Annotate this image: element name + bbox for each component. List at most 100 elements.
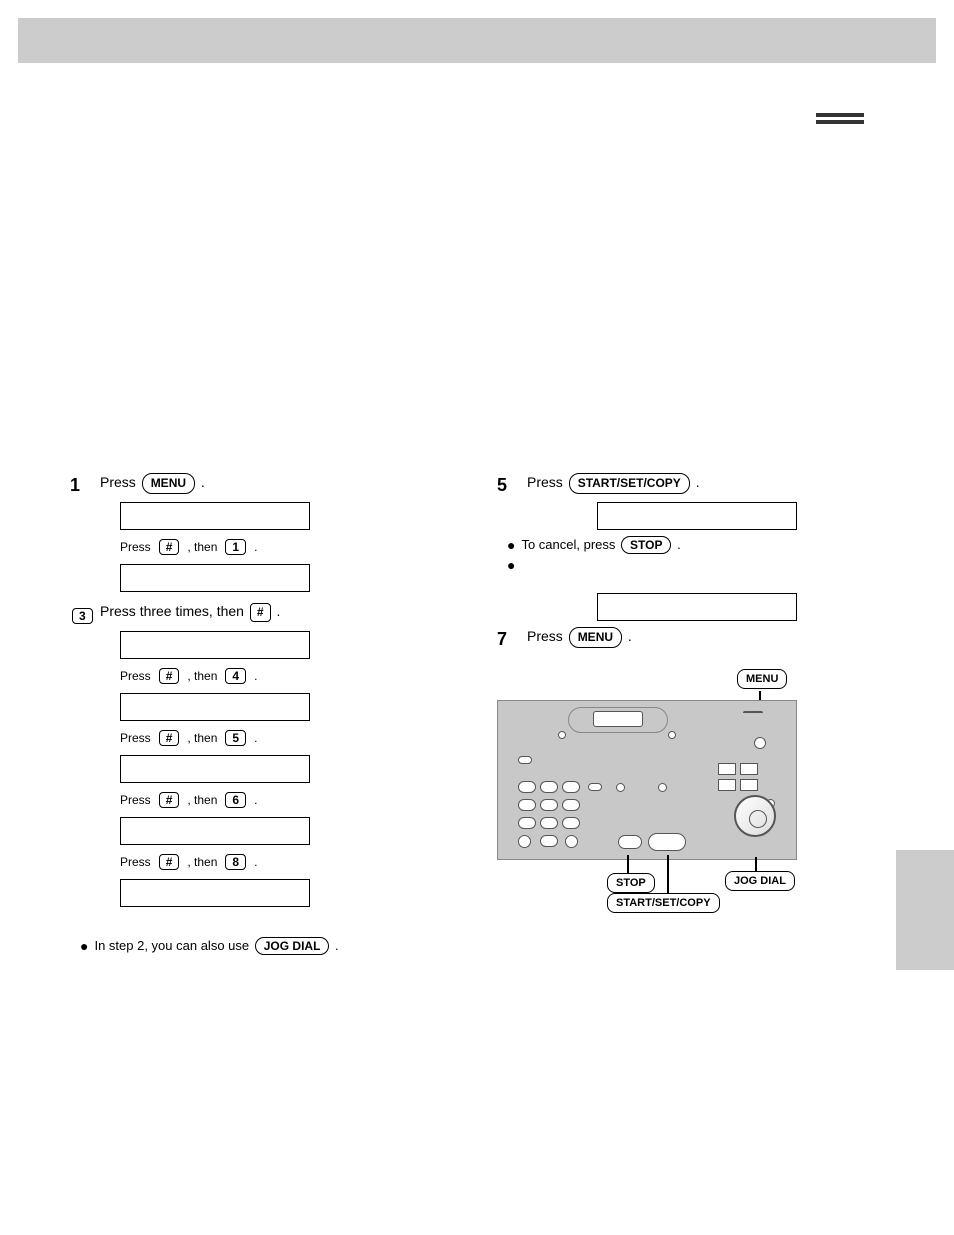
keypad-key-icon bbox=[518, 817, 536, 829]
menu-button[interactable]: MENU bbox=[569, 627, 622, 648]
round-key-icon bbox=[518, 835, 531, 848]
or-row-8: Press # , then 8 . bbox=[120, 851, 457, 873]
round-key-icon bbox=[565, 835, 578, 848]
hash-key[interactable]: # bbox=[159, 668, 180, 684]
text: . bbox=[335, 938, 339, 953]
hash-key[interactable]: # bbox=[159, 792, 180, 808]
text: . bbox=[254, 540, 257, 554]
hash-key[interactable]: # bbox=[159, 730, 180, 746]
text: . bbox=[276, 603, 280, 619]
key-5[interactable]: 5 bbox=[225, 730, 246, 746]
text: , then bbox=[187, 793, 217, 807]
key-6[interactable]: 6 bbox=[225, 792, 246, 808]
text: Press bbox=[120, 669, 151, 683]
text: . bbox=[254, 855, 257, 869]
callout-menu: MENU bbox=[737, 669, 787, 689]
text: , then bbox=[187, 540, 217, 554]
start-btn-icon bbox=[648, 833, 686, 851]
key-1[interactable]: 1 bbox=[225, 539, 246, 555]
group-btn-icon bbox=[718, 779, 736, 791]
lcd-display bbox=[120, 564, 310, 592]
control-panel-illustration: MENU bbox=[497, 675, 857, 905]
step-text: Press START/SET/COPY . bbox=[527, 473, 884, 494]
footer-text: In step 2, you can also use JOG DIAL . bbox=[94, 937, 338, 955]
keypad-key-icon bbox=[540, 781, 558, 793]
key-3[interactable]: 3 bbox=[72, 608, 93, 624]
bullet-icon: ● bbox=[507, 556, 515, 576]
key-4[interactable]: 4 bbox=[225, 668, 246, 684]
text: . bbox=[201, 474, 205, 490]
text: . bbox=[696, 474, 700, 490]
small-btn-icon bbox=[658, 783, 667, 792]
start-set-copy-button[interactable]: START/SET/COPY bbox=[569, 473, 690, 494]
text: Press bbox=[100, 474, 140, 490]
key-8[interactable]: 8 bbox=[225, 854, 246, 870]
step-text: Press three times, then # . bbox=[100, 602, 457, 622]
keypad-key-icon bbox=[562, 799, 580, 811]
device-panel bbox=[497, 700, 797, 860]
lcd-display bbox=[120, 631, 310, 659]
keypad-key-icon bbox=[540, 835, 558, 847]
text: . bbox=[677, 537, 681, 552]
keypad-key-icon bbox=[540, 799, 558, 811]
text: Press bbox=[120, 540, 151, 554]
right-column: 5 Press START/SET/COPY . ● To cancel, pr… bbox=[497, 473, 884, 913]
callout-jog-dial: JOG DIAL bbox=[725, 871, 795, 891]
group-btn-icon bbox=[740, 779, 758, 791]
step-7: 7 Press MENU . bbox=[497, 627, 884, 650]
leader-line bbox=[755, 857, 757, 871]
keypad-key-icon bbox=[518, 799, 536, 811]
bullet-text: To cancel, press STOP . bbox=[521, 536, 680, 554]
lcd-display bbox=[120, 879, 310, 907]
group-btn-icon bbox=[718, 763, 736, 775]
step-text: Press MENU . bbox=[100, 473, 457, 494]
small-btn-icon bbox=[616, 783, 625, 792]
bullet-stop: ● To cancel, press STOP . bbox=[507, 536, 884, 556]
or-row-1: Press # , then 1 . bbox=[120, 536, 457, 558]
text: To cancel, press bbox=[521, 537, 619, 552]
text: , then bbox=[187, 731, 217, 745]
or-row-5: Press # , then 5 . bbox=[120, 727, 457, 749]
jog-dial-icon bbox=[734, 795, 776, 837]
hash-key[interactable]: # bbox=[250, 603, 271, 622]
text: Press bbox=[527, 474, 567, 490]
menu-btn-icon bbox=[754, 737, 766, 749]
keypad-key-icon bbox=[540, 817, 558, 829]
keypad-key-icon bbox=[518, 781, 536, 793]
footer-note: ● In step 2, you can also use JOG DIAL . bbox=[70, 937, 884, 957]
bullet-2: ● bbox=[507, 556, 884, 576]
hash-key[interactable]: # bbox=[159, 539, 180, 555]
text: . bbox=[254, 731, 257, 745]
or-row-6: Press # , then 6 . bbox=[120, 789, 457, 811]
small-btn-icon bbox=[668, 731, 676, 739]
panel-lcd-icon bbox=[593, 711, 643, 727]
left-column: 1 Press MENU . Press # , then 1 . 3 bbox=[70, 473, 457, 913]
stop-btn-icon bbox=[618, 835, 642, 849]
text: Press bbox=[120, 793, 151, 807]
keypad-key-icon bbox=[588, 783, 602, 791]
stop-button[interactable]: STOP bbox=[621, 536, 671, 554]
group-btn-icon bbox=[740, 763, 758, 775]
callout-start-set-copy: START/SET/COPY bbox=[607, 893, 720, 913]
lcd-display bbox=[120, 817, 310, 845]
text: Press bbox=[527, 628, 567, 644]
hash-key[interactable]: # bbox=[159, 854, 180, 870]
leader-line bbox=[627, 855, 629, 875]
bullet-icon: ● bbox=[80, 937, 88, 957]
lcd-display bbox=[597, 593, 797, 621]
step-text: Press MENU . bbox=[527, 627, 884, 648]
page-body: 1 Press MENU . Press # , then 1 . 3 bbox=[0, 63, 954, 997]
leader-line bbox=[667, 855, 669, 893]
text: three times, then bbox=[140, 603, 248, 619]
text: Press bbox=[120, 731, 151, 745]
step-number: 7 bbox=[497, 627, 527, 650]
jog-dial-button[interactable]: JOG DIAL bbox=[255, 937, 330, 955]
text: , then bbox=[187, 669, 217, 683]
menu-button[interactable]: MENU bbox=[142, 473, 195, 494]
top-header-bar bbox=[18, 18, 936, 63]
lcd-display bbox=[597, 502, 797, 530]
callout-stop: STOP bbox=[607, 873, 655, 893]
lcd-display bbox=[120, 755, 310, 783]
step-1: 1 Press MENU . bbox=[70, 473, 457, 496]
text: . bbox=[254, 669, 257, 683]
